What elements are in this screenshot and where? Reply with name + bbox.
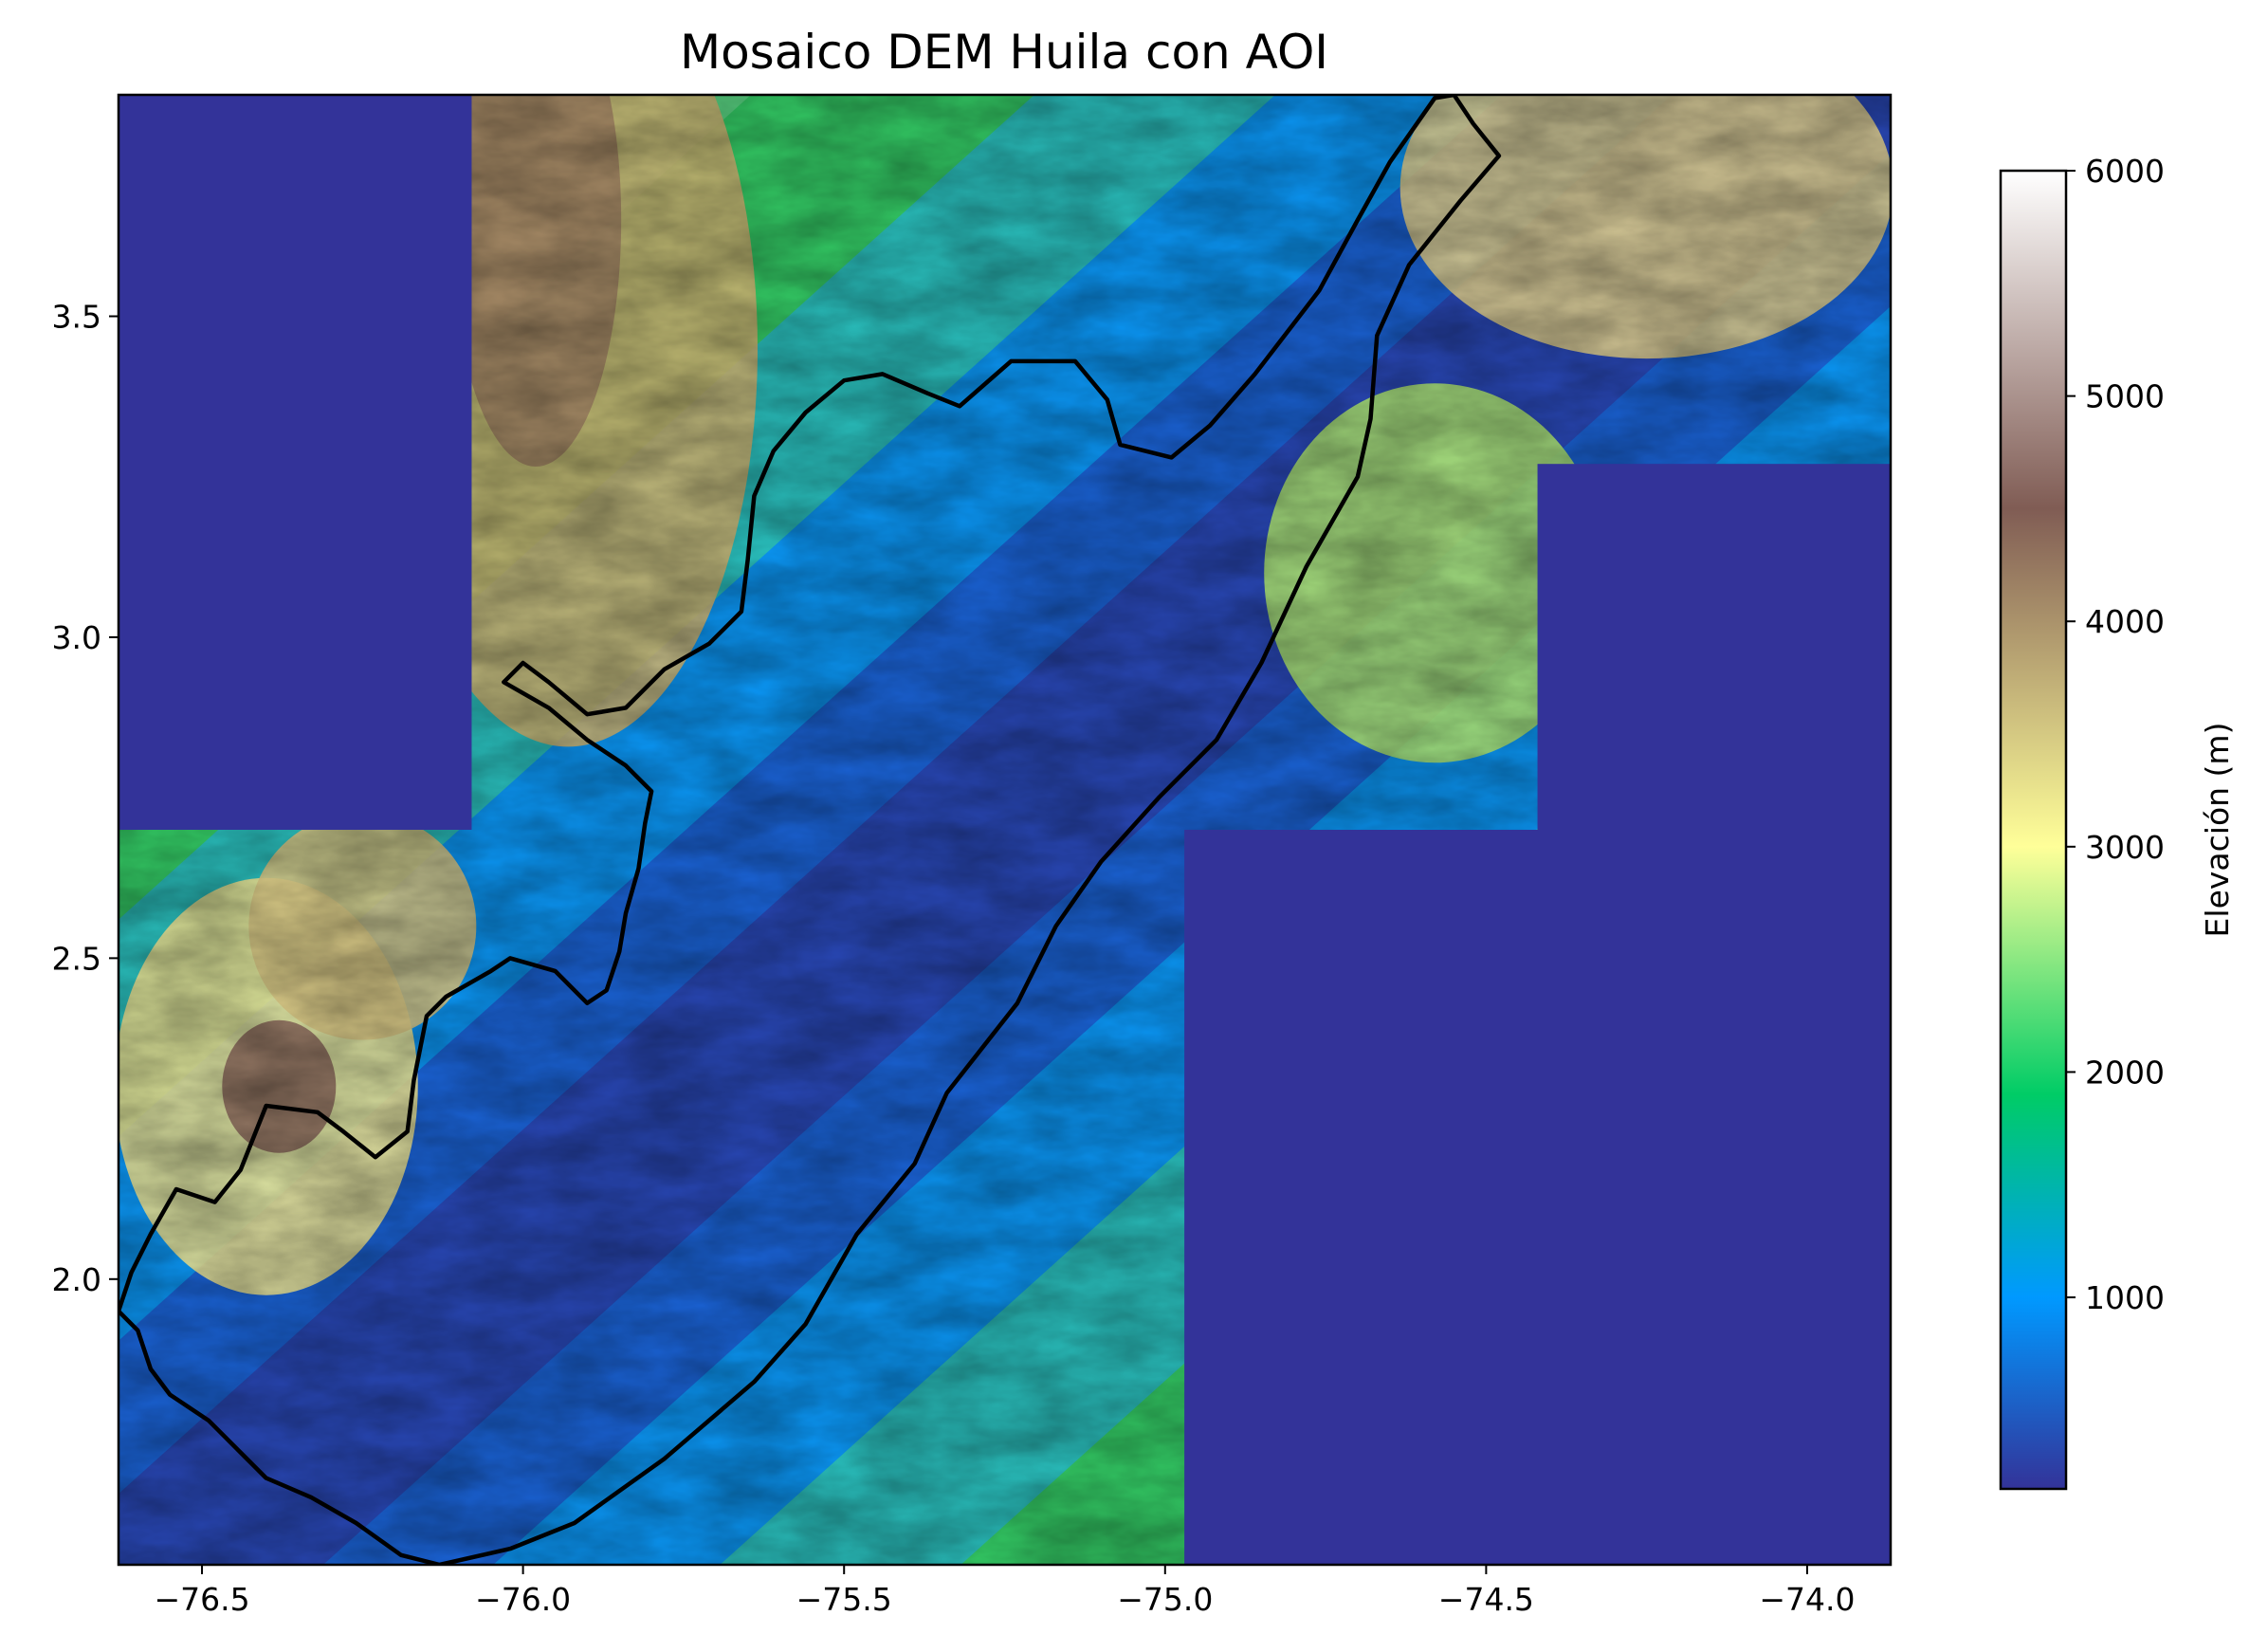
nodata-regions: [119, 95, 1891, 1565]
colorbar-tick-label: 2000: [2085, 1054, 2165, 1091]
colorbar: 1000 2000 3000 4000 5000 6000 Elevación (m): [1999, 153, 2236, 1491]
x-tick-label: −75.0: [1117, 1581, 1213, 1618]
y-tick-label: 2.5: [52, 940, 101, 977]
colorbar-label: Elevación (m): [2199, 723, 2236, 938]
colorbar-tick-label: 3000: [2085, 829, 2165, 866]
x-tick-label: −76.5: [154, 1581, 249, 1618]
x-tick-label: −76.0: [475, 1581, 571, 1618]
colorbar-tick-label: 6000: [2085, 153, 2165, 190]
colorbar-tick-label: 4000: [2085, 603, 2165, 640]
colorbar-gradient: [1999, 169, 2068, 1491]
y-tick-label: 3.5: [52, 299, 101, 336]
x-axis: −76.5 −76.0 −75.5 −75.0 −74.5 −74.0: [154, 1565, 1856, 1618]
nodata-region: [119, 95, 472, 830]
x-tick-label: −75.5: [796, 1581, 892, 1618]
y-axis: 2.0 2.5 3.0 3.5: [52, 299, 119, 1298]
aoi-boundary-outline: [119, 95, 1502, 1565]
nodata-region: [1184, 830, 1891, 1565]
colorbar-tick-label: 1000: [2085, 1279, 2165, 1316]
chart-title: Mosaico DEM Huila con AOI: [680, 25, 1328, 80]
x-tick-label: −74.5: [1438, 1581, 1534, 1618]
axes-frame: [117, 93, 1893, 1567]
y-tick-label: 3.0: [52, 619, 101, 656]
x-tick-label: −74.0: [1759, 1581, 1855, 1618]
nodata-region: [1537, 464, 1891, 830]
aoi-layer: [119, 95, 1502, 1565]
y-tick-label: 2.0: [52, 1261, 101, 1298]
colorbar-ticks: 1000 2000 3000 4000 5000 6000: [2066, 153, 2165, 1316]
colorbar-tick-label: 5000: [2085, 378, 2165, 415]
